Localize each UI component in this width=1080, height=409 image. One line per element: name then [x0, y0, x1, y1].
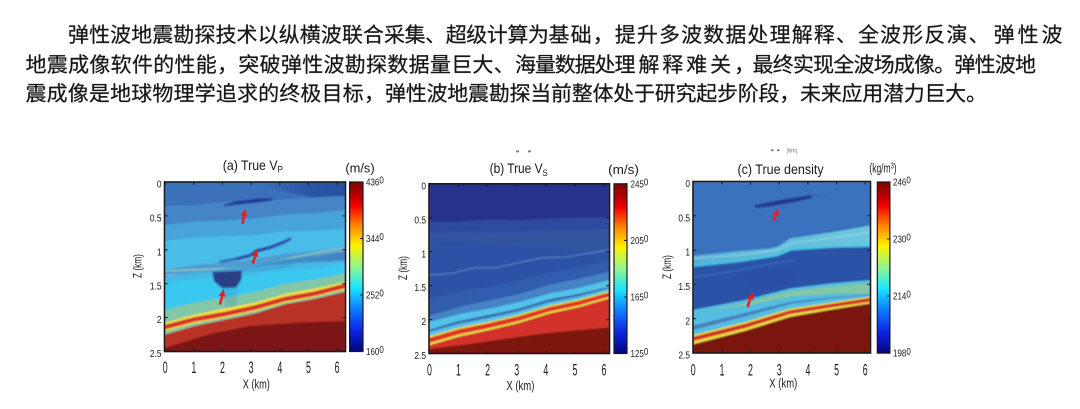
svg-text:(kg/m3): (kg/m3) [869, 160, 896, 175]
svg-text:1.5: 1.5 [678, 281, 690, 293]
svg-text:4360: 4360 [366, 175, 384, 188]
svg-text:(a) True VP: (a) True VP [223, 157, 283, 175]
svg-text:5: 5 [572, 360, 577, 379]
svg-text:3: 3 [514, 360, 519, 379]
svg-text:2.5: 2.5 [150, 348, 162, 360]
svg-text:2: 2 [220, 358, 225, 377]
svg-text:2460: 2460 [893, 175, 911, 188]
svg-text:3: 3 [249, 358, 254, 377]
svg-text:1: 1 [191, 358, 196, 377]
svg-text:(km): (km) [787, 148, 798, 154]
svg-text:2.5: 2.5 [678, 350, 690, 362]
svg-text:2: 2 [421, 316, 426, 328]
svg-text:0: 0 [427, 360, 432, 379]
svg-text:(m/s): (m/s) [345, 162, 374, 176]
svg-text:3: 3 [777, 360, 782, 379]
svg-text:4: 4 [805, 360, 810, 379]
svg-text:4: 4 [543, 360, 548, 379]
svg-text:6: 6 [335, 358, 340, 377]
svg-text:2.5: 2.5 [414, 350, 426, 362]
svg-text:4: 4 [277, 358, 282, 377]
svg-text:X (km): X (km) [506, 380, 534, 394]
svg-text:2450: 2450 [631, 177, 649, 190]
svg-text:5: 5 [306, 358, 311, 377]
svg-text:2: 2 [748, 360, 753, 379]
svg-text:0: 0 [157, 179, 162, 191]
svg-text:2520: 2520 [366, 288, 384, 301]
svg-text:0: 0 [163, 358, 168, 377]
svg-text:0: 0 [421, 181, 426, 193]
svg-text:0: 0 [691, 360, 696, 379]
svg-text:1: 1 [719, 360, 724, 379]
svg-text:X (km): X (km) [243, 378, 270, 392]
svg-text:0.5: 0.5 [414, 214, 426, 226]
svg-text:5: 5 [834, 360, 839, 379]
svg-text:1: 1 [685, 247, 690, 259]
svg-text:1.5: 1.5 [150, 280, 162, 292]
svg-text:Z (km): Z (km) [662, 255, 675, 279]
svg-text:6: 6 [863, 360, 868, 379]
svg-text:1980: 1980 [893, 346, 911, 359]
svg-text:3440: 3440 [366, 231, 384, 244]
svg-text:6: 6 [602, 360, 607, 379]
svg-text:X (km): X (km) [769, 377, 797, 391]
svg-text:2300: 2300 [893, 232, 911, 245]
svg-text:2: 2 [685, 315, 690, 327]
svg-text:1.5: 1.5 [414, 282, 426, 294]
svg-text:0: 0 [685, 178, 690, 190]
svg-text:1250: 1250 [631, 346, 649, 359]
svg-text:2: 2 [157, 314, 162, 326]
svg-text:1650: 1650 [631, 290, 649, 303]
svg-text:2050: 2050 [631, 233, 649, 246]
svg-text:1600: 1600 [366, 344, 384, 357]
svg-text:2: 2 [485, 360, 490, 379]
svg-text:(c) True density: (c) True density [738, 162, 825, 178]
svg-text:0.5: 0.5 [678, 213, 690, 225]
svg-text:(b) True VS: (b) True VS [490, 160, 549, 178]
svg-text:Z (km): Z (km) [132, 254, 145, 278]
svg-text:1: 1 [456, 360, 461, 379]
svg-text:(m/s): (m/s) [608, 163, 639, 178]
svg-text:0.5: 0.5 [150, 213, 162, 225]
svg-text:Z (km): Z (km) [398, 256, 411, 280]
svg-text:1: 1 [421, 248, 426, 260]
svg-text:2140: 2140 [893, 289, 911, 302]
svg-text:1: 1 [157, 247, 162, 259]
